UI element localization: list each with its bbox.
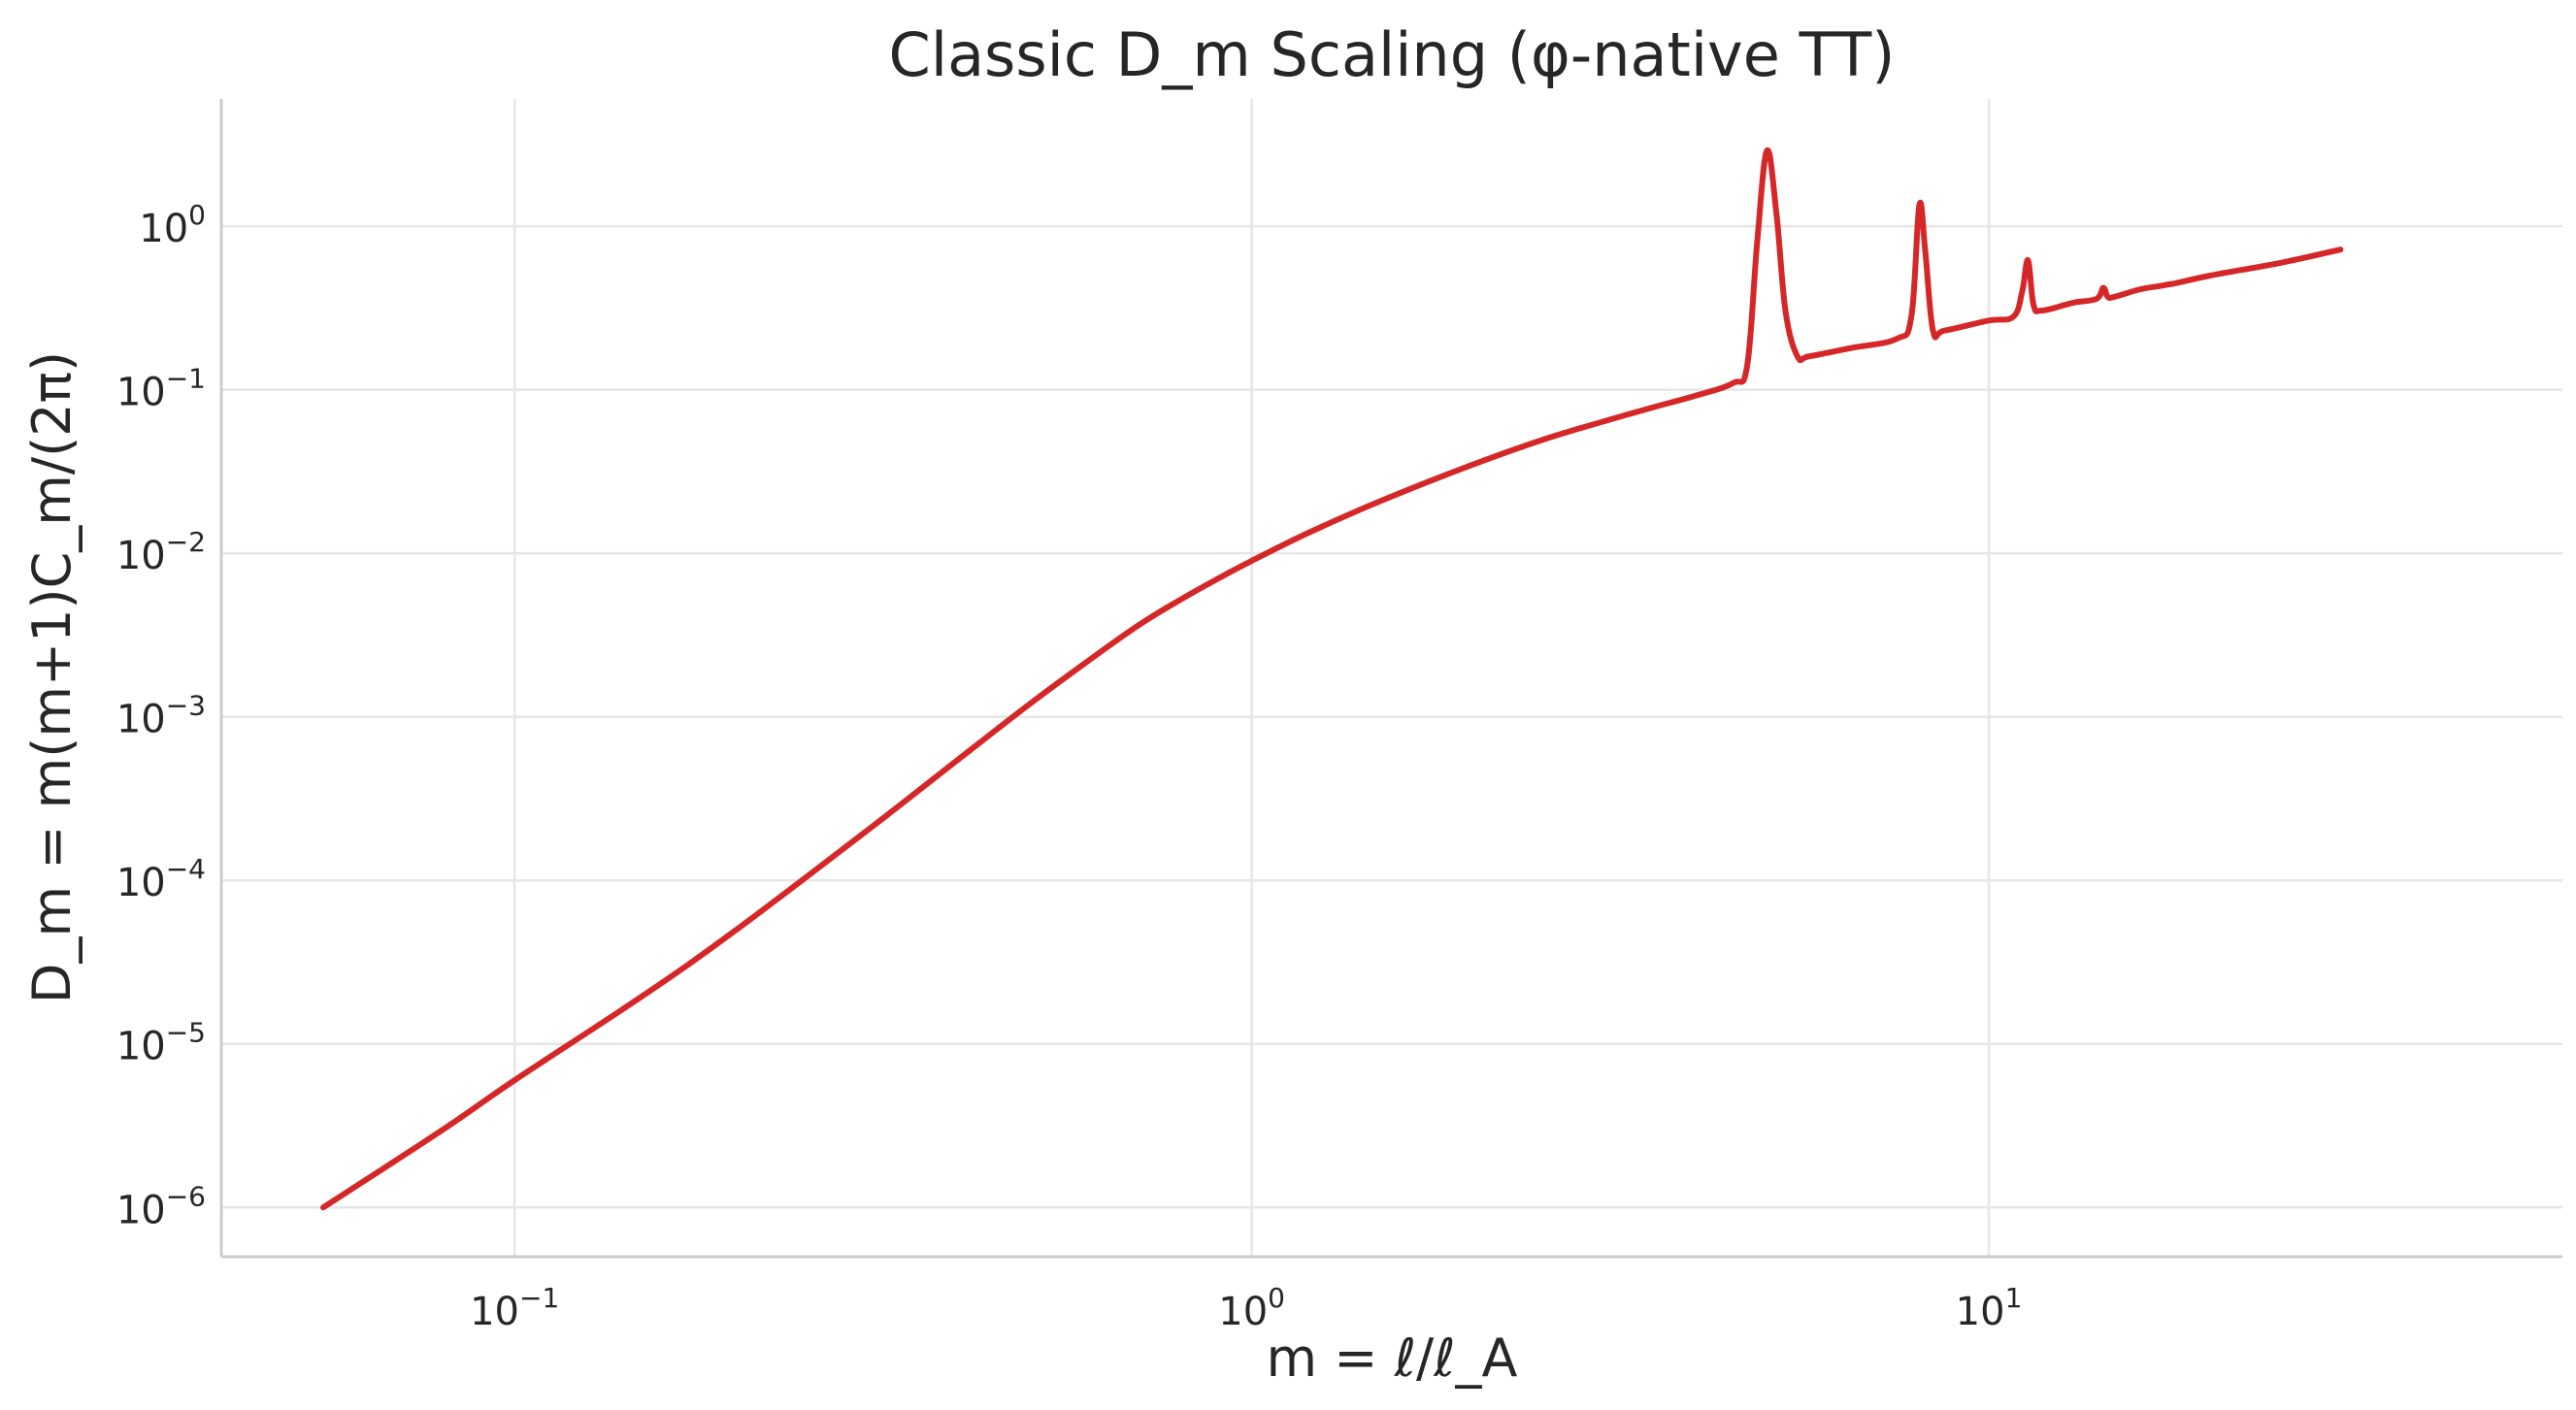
y-tick-label: 100 [139, 199, 206, 251]
series-layer [320, 148, 2344, 1211]
y-tick-label: 10−6 [116, 1180, 206, 1232]
x-tick-label: 100 [1218, 1282, 1285, 1334]
tick-labels: 10−1 100 101 100 10−1 10−2 10−3 10−4 10−5 10−6 [116, 199, 2023, 1334]
y-tick-label: 10−2 [116, 526, 206, 578]
grid [221, 99, 2562, 1257]
series-line [320, 148, 2344, 1211]
y-tick-label: 10−5 [116, 1017, 206, 1069]
x-tick-label: 101 [1956, 1282, 2023, 1334]
y-tick-label: 10−4 [116, 853, 206, 905]
y-axis-label: D_m = m(m+1)C_m/(2π) [21, 351, 83, 1003]
chart-title: Classic D_m Scaling (φ-native TT) [889, 19, 1896, 90]
y-tick-label: 10−3 [116, 690, 206, 742]
x-axis-label: m = ℓ/ℓ_A [1267, 1328, 1518, 1389]
x-tick-label: 10−1 [470, 1282, 559, 1334]
y-tick-label: 10−1 [116, 363, 206, 415]
